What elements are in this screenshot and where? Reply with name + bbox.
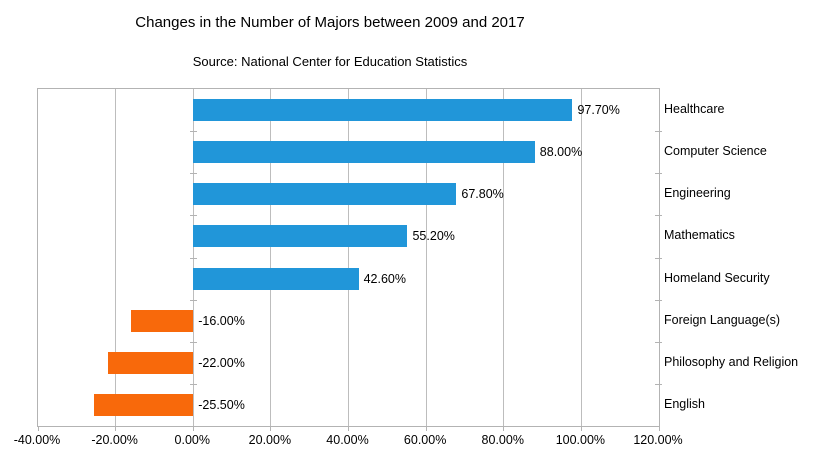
category-axis-tick-mark	[190, 258, 198, 259]
x-axis-tick-label: 20.00%	[248, 433, 292, 447]
x-axis-tick-label: -20.00%	[91, 433, 138, 447]
category-axis-tick-mark	[190, 131, 198, 132]
category-label: Philosophy and Religion	[664, 354, 799, 369]
category-axis-tick-mark	[655, 173, 662, 174]
x-axis-tick-mark	[192, 426, 194, 431]
x-axis-tick-mark	[115, 426, 117, 431]
category-axis-tick-mark	[190, 300, 198, 301]
gridline	[270, 89, 272, 426]
category-label: Healthcare	[664, 102, 725, 117]
category-axis-tick-mark	[655, 258, 662, 259]
bar-value-label: 88.00%	[539, 145, 583, 160]
category-axis-tick-mark	[190, 173, 198, 174]
category-label: English	[664, 396, 705, 411]
category-axis-tick-mark	[655, 215, 662, 216]
gridline	[348, 89, 349, 426]
bar	[131, 309, 194, 332]
bar-value-label: 67.80%	[461, 187, 504, 202]
category-axis-tick-mark	[655, 131, 662, 132]
x-axis-tick-label: 0.00%	[174, 433, 210, 447]
x-axis-tick-label: 80.00%	[481, 433, 524, 447]
x-axis-tick-mark	[425, 426, 427, 431]
x-axis-tick-label: 60.00%	[403, 433, 447, 447]
plot-area: 97.70% 88.00% 67.80% 55.20% 42.60% -16.00% -22…	[37, 88, 662, 431]
x-axis-tick-mark	[37, 426, 39, 431]
x-axis-tick-label: -40.00%	[13, 433, 61, 447]
gridline	[425, 89, 427, 426]
bar	[193, 225, 408, 248]
gridline	[580, 89, 582, 426]
category-label: Computer Science	[664, 144, 767, 159]
bar	[193, 267, 359, 290]
x-axis-tick-mark	[503, 426, 505, 431]
category-axis-tick-mark	[655, 342, 662, 343]
x-axis-tick-mark	[348, 426, 349, 431]
category-label: Foreign Language(s)	[664, 312, 781, 327]
bar	[193, 183, 457, 206]
chart-subtitle: Source: National Center for Education St…	[192, 54, 468, 69]
bar-value-label: 97.70%	[577, 103, 620, 118]
x-axis-tick-mark	[658, 426, 660, 431]
x-axis-tick-label: 40.00%	[326, 433, 369, 447]
bar	[193, 99, 573, 122]
bar-value-label: -16.00%	[198, 313, 245, 328]
x-axis-tick-label: 120.00%	[633, 433, 683, 447]
x-axis-tick-label: 100.00%	[555, 433, 606, 447]
category-axis-tick-mark	[655, 384, 662, 385]
bar-value-label: 42.60%	[363, 271, 406, 286]
chart-title: Changes in the Number of Majors between …	[135, 14, 525, 31]
bar	[193, 141, 535, 164]
bar-value-label: 55.20%	[412, 229, 455, 244]
bar	[94, 393, 194, 416]
gridline	[503, 89, 505, 426]
category-label: Engineering	[664, 186, 731, 201]
gridline	[192, 89, 194, 426]
category-axis-tick-mark	[190, 215, 198, 216]
category-axis-tick-mark	[190, 384, 198, 385]
bar	[107, 351, 194, 374]
gridline	[115, 89, 117, 426]
category-label: Homeland Security	[664, 270, 770, 285]
x-axis-tick-mark	[270, 426, 272, 431]
category-axis-tick-mark	[190, 342, 198, 343]
bar-value-label: -22.00%	[198, 355, 245, 370]
category-label: Mathematics	[664, 228, 735, 243]
bar-value-label: -25.50%	[198, 397, 245, 412]
x-axis-tick-mark	[580, 426, 582, 431]
category-axis-tick-mark	[655, 300, 662, 301]
